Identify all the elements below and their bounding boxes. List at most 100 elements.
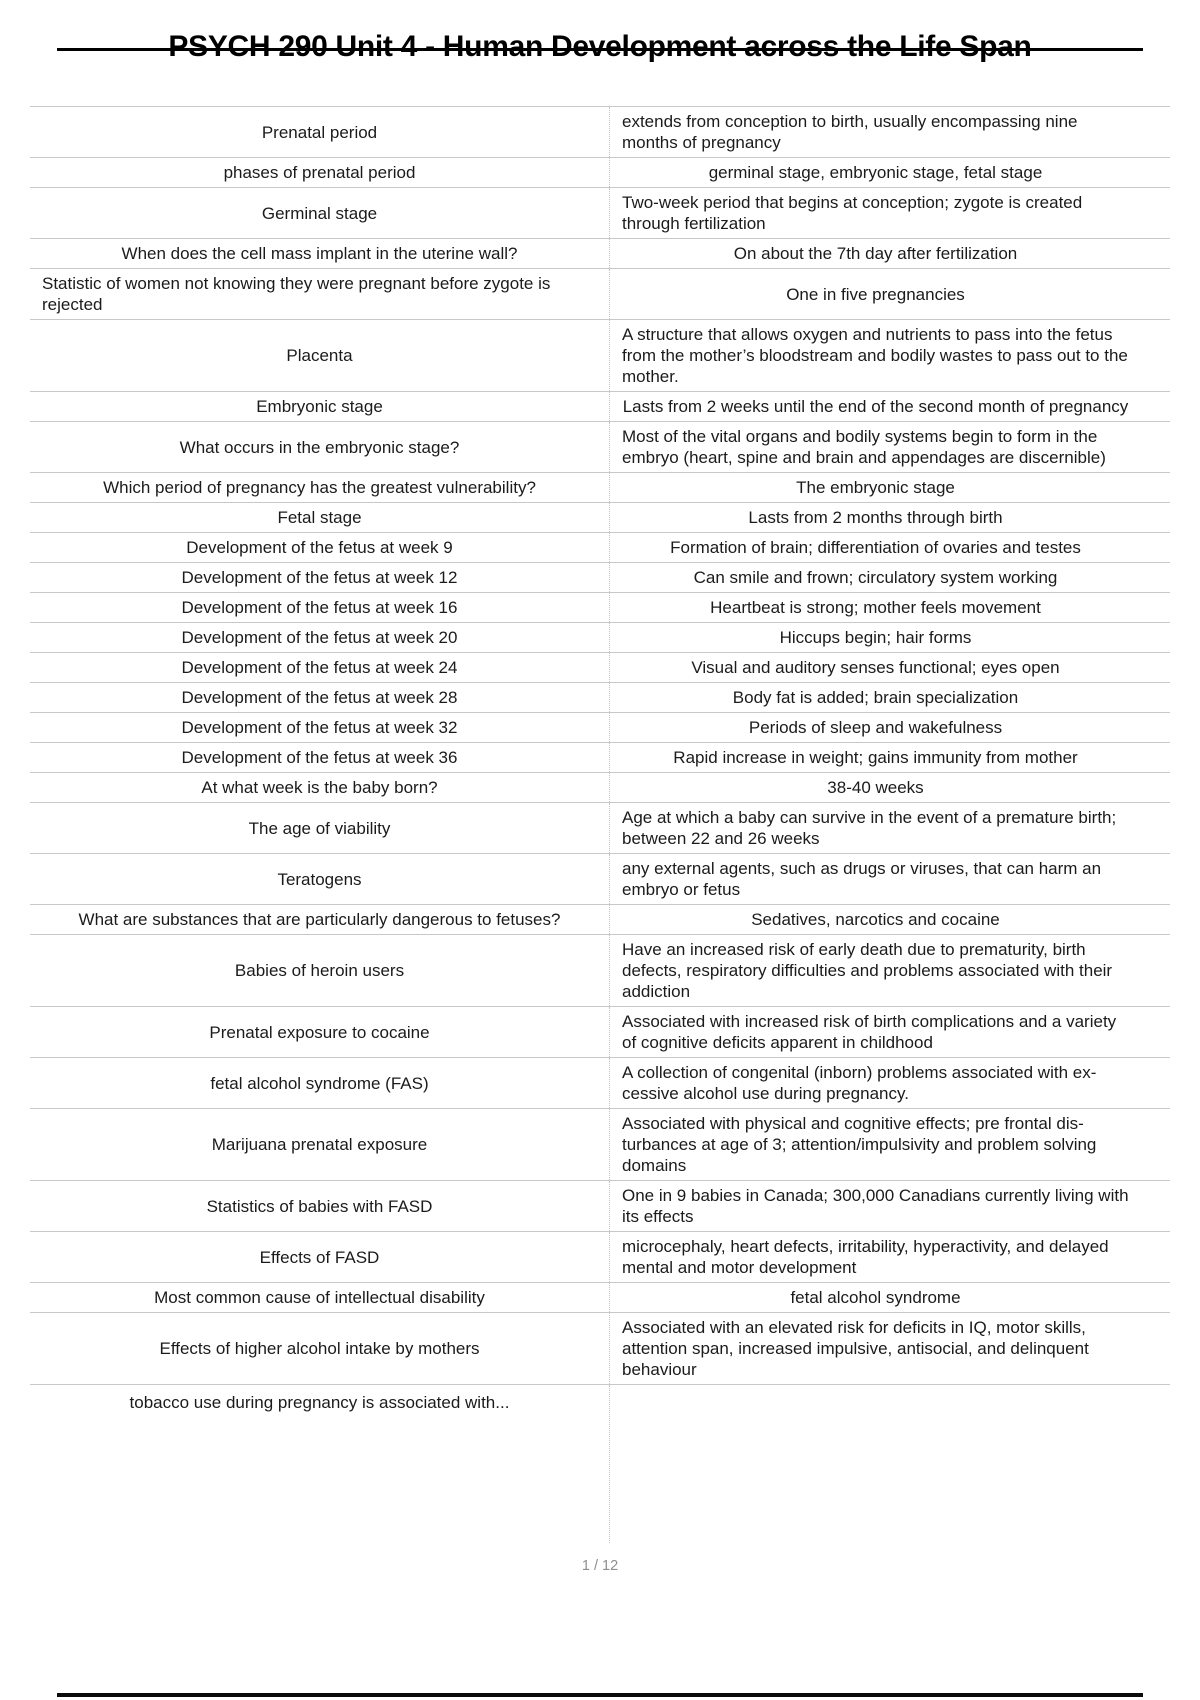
answer-text: Hiccups begin; hair forms [779, 628, 972, 647]
question-text: Which period of pregnancy has the greate… [103, 478, 536, 497]
question-text: tobacco use during pregnancy is associat… [129, 1393, 510, 1412]
answer-cell: Visual and auditory senses functional; e… [610, 653, 1170, 682]
answer-text: Lasts from 2 weeks until the end of the … [622, 397, 1129, 416]
answer-text: Periods of sleep and wakefulness [748, 718, 1003, 737]
question-cell: What occurs in the embryonic stage? [30, 422, 610, 472]
question-text: Germinal stage [261, 203, 378, 223]
table-row: Development of the fetus at week 24 Visua… [30, 653, 1170, 683]
table-row: What are substances that are particularl… [30, 905, 1170, 935]
question-cell: Development of the fetus at week 16 [30, 593, 610, 622]
answer-cell: Associated with an elevated risk for def… [610, 1313, 1170, 1384]
answer-cell: Formation of brain; differentiation of o… [610, 533, 1170, 562]
answer-cell: Body fat is added; brain specialization [610, 683, 1170, 712]
answer-cell: Hiccups begin; hair forms [610, 623, 1170, 652]
table-row: Development of the fetus at week 32 Perio… [30, 713, 1170, 743]
question-text: Prenatal period [261, 122, 378, 142]
table-row: Effects of higher alcohol intake by moth… [30, 1313, 1170, 1385]
question-text: Fetal stage [277, 508, 362, 527]
question-cell: What are substances that are particularl… [30, 905, 610, 934]
question-text: The age of viability [248, 818, 391, 838]
answer-text: A collection of congenital (inborn) prob… [622, 1063, 1097, 1103]
answer-cell: fetal alcohol syndrome [610, 1283, 1170, 1312]
table-row: Marijuana prenatal exposure Associated wi… [30, 1109, 1170, 1181]
question-cell: Development of the fetus at week 20 [30, 623, 610, 652]
page-header: PSYCH 290 Unit 4 - Human Development acr… [57, 26, 1143, 68]
question-text: Statistic of women not knowing they were… [42, 274, 551, 314]
question-cell: The age of viability [30, 803, 610, 853]
answer-cell: A structure that allows oxygen and nutri… [610, 320, 1170, 391]
answer-text: Visual and auditory senses functional; e… [691, 658, 1060, 677]
answer-cell: any external agents, such as drugs or vi… [610, 854, 1170, 904]
table-row: Statistic of women not knowing they were… [30, 269, 1170, 320]
question-text: fetal alcohol syndrome (FAS) [210, 1073, 429, 1093]
table-row: Most common cause of intellectual disabi… [30, 1283, 1170, 1313]
answer-cell: extends from conception to birth, usuall… [610, 107, 1170, 157]
question-text: Teratogens [277, 869, 362, 889]
question-text: Development of the fetus at week 24 [181, 658, 458, 677]
question-cell: Development of the fetus at week 9 [30, 533, 610, 562]
answer-text: A structure that allows oxygen and nutri… [622, 325, 1128, 386]
answer-cell: 38-40 weeks [610, 773, 1170, 802]
answer-cell: Most of the vital organs and bodily syst… [610, 422, 1170, 472]
answer-text: 38-40 weeks [827, 778, 924, 797]
answer-text: Two-week period that begins at conceptio… [622, 193, 1083, 233]
answer-text: One in five pregnancies [786, 284, 965, 304]
question-cell: Embryonic stage [30, 392, 610, 421]
question-cell: When does the cell mass implant in the u… [30, 239, 610, 268]
table-row: Prenatal period extends from conception t… [30, 107, 1170, 158]
question-text: Development of the fetus at week 20 [181, 628, 458, 647]
answer-text: Lasts from 2 months through birth [748, 508, 1003, 527]
question-cell: At what week is the baby born? [30, 773, 610, 802]
table-row: Teratogens any external agents, such as d… [30, 854, 1170, 905]
question-cell: Effects of higher alcohol intake by moth… [30, 1313, 610, 1384]
answer-text: Associated with an elevated risk for def… [622, 1318, 1089, 1379]
question-cell: fetal alcohol syndrome (FAS) [30, 1058, 610, 1108]
answer-cell: Lasts from 2 months through birth [610, 503, 1170, 532]
question-cell: Development of the fetus at week 32 [30, 713, 610, 742]
question-cell: Which period of pregnancy has the greate… [30, 473, 610, 502]
answer-text: The embryonic stage [796, 478, 955, 497]
question-text: At what week is the baby born? [201, 778, 438, 797]
question-cell: Most common cause of intellectual disabi… [30, 1283, 610, 1312]
table-row: When does the cell mass implant in the u… [30, 239, 1170, 269]
table-row: Development of the fetus at week 12 Can s… [30, 563, 1170, 593]
answer-text: Age at which a baby can survive in the e… [622, 808, 1117, 848]
table-row: The age of viability Age at which a baby … [30, 803, 1170, 854]
question-cell: Babies of heroin users [30, 935, 610, 1006]
question-text: Development of the fetus at week 9 [186, 538, 453, 557]
answer-cell: Can smile and frown; circulatory system … [610, 563, 1170, 592]
question-text: Development of the fetus at week 12 [181, 568, 458, 587]
question-cell: Prenatal exposure to cocaine [30, 1007, 610, 1057]
answer-cell: On about the 7th day after fertilization [610, 239, 1170, 268]
question-cell: Effects of FASD [30, 1232, 610, 1282]
question-cell: Fetal stage [30, 503, 610, 532]
answer-cell: The embryonic stage [610, 473, 1170, 502]
answer-text: germinal stage, embryonic stage, fetal s… [708, 163, 1043, 182]
question-text: What occurs in the embryonic stage? [179, 437, 460, 457]
answer-text: Rapid increase in weight; gains immunity… [673, 748, 1078, 767]
question-text: Embryonic stage [256, 397, 383, 416]
answer-text: Sedatives, narcotics and cocaine [751, 910, 1000, 929]
question-cell: Marijuana prenatal exposure [30, 1109, 610, 1180]
answer-text: Have an increased risk of early death du… [622, 940, 1113, 1001]
table-row: Effects of FASD microcephaly, heart defec… [30, 1232, 1170, 1283]
table-row: Babies of heroin users Have an increased … [30, 935, 1170, 1007]
answer-text: On about the 7th day after fertilization [733, 244, 1018, 263]
answer-cell: Two-week period that begins at conceptio… [610, 188, 1170, 238]
question-text: Placenta [286, 346, 353, 365]
question-cell: Germinal stage [30, 188, 610, 238]
answer-cell: One in 9 babies in Canada; 300,000 Canad… [610, 1181, 1170, 1231]
table-row: Development of the fetus at week 36 Rapid… [30, 743, 1170, 773]
table-row: Statistics of babies with FASD One in 9 b… [30, 1181, 1170, 1232]
question-cell: Development of the fetus at week 24 [30, 653, 610, 682]
question-cell: Prenatal period [30, 107, 610, 157]
answer-cell: Periods of sleep and wakefulness [610, 713, 1170, 742]
question-text: phases of prenatal period [223, 163, 416, 182]
question-text: Prenatal exposure to cocaine [209, 1022, 430, 1042]
answer-cell: Lasts from 2 weeks until the end of the … [610, 392, 1170, 421]
question-cell: Development of the fetus at week 36 [30, 743, 610, 772]
question-text: Development of the fetus at week 32 [181, 718, 458, 737]
question-cell: phases of prenatal period [30, 158, 610, 187]
answer-cell [610, 1385, 1170, 1543]
